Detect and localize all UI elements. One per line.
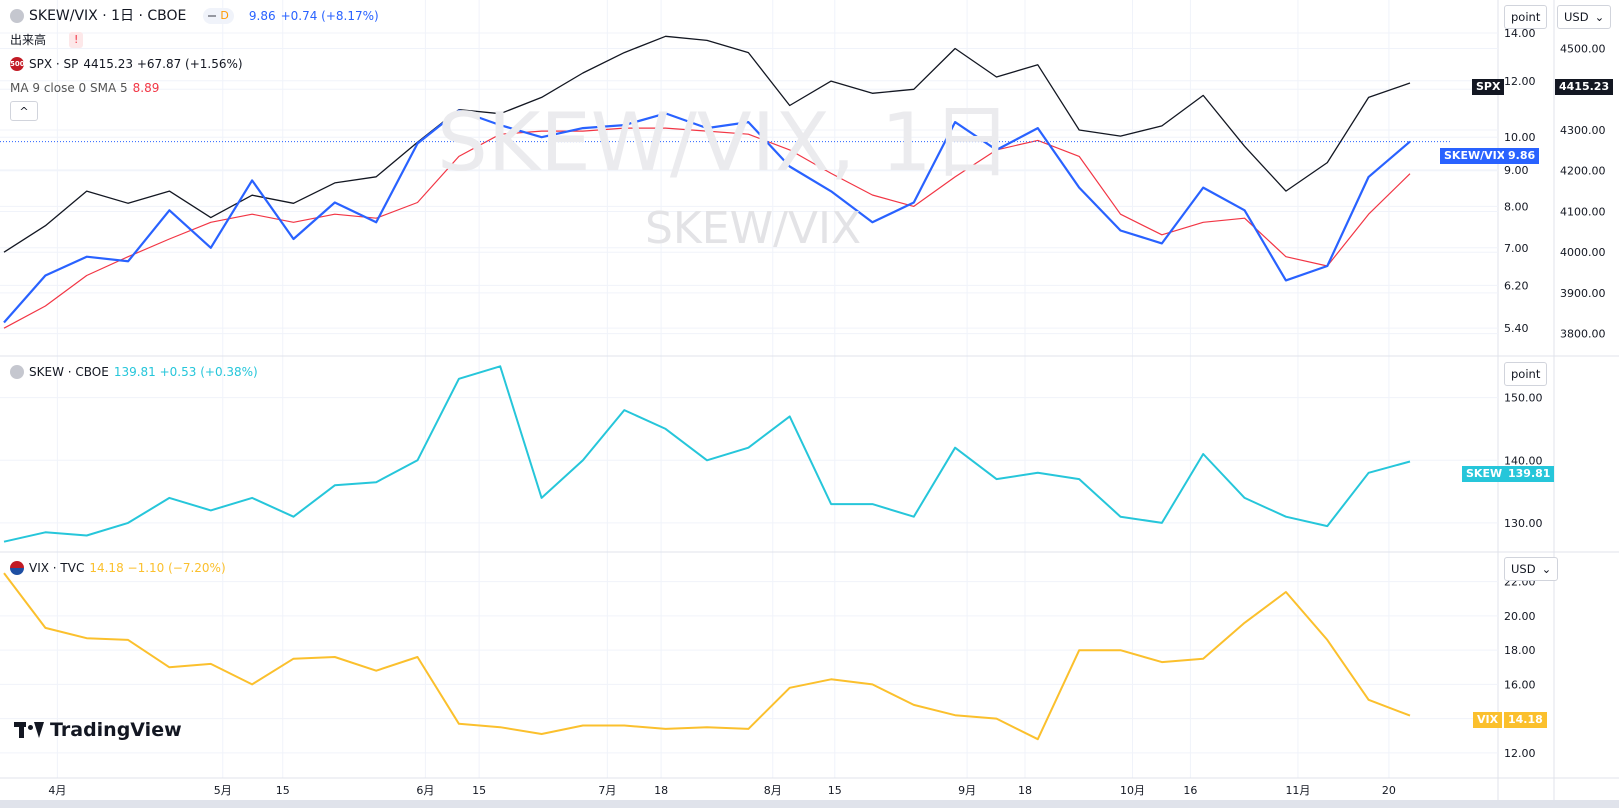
legend-vix-values: 14.18 −1.10 (−7.20%)	[89, 561, 226, 575]
pause-icon	[208, 15, 217, 17]
chevron-down-icon: ⌄	[1541, 562, 1552, 576]
price-tick-label: 18.00	[1504, 644, 1536, 657]
symbol-logo-icon	[10, 365, 24, 379]
time-tick-label: 18	[654, 784, 668, 797]
price-tick-label: 12.00	[1504, 75, 1536, 88]
price-tick-label: 4300.00	[1560, 124, 1606, 137]
price-tick-label: 3800.00	[1560, 328, 1606, 341]
chevron-down-icon: ⌄	[1594, 10, 1605, 24]
tradingview-mark-icon	[14, 722, 44, 738]
vix-value-tag: 14.18	[1504, 712, 1547, 728]
legend-main-symbol[interactable]: SKEW/VIX · 1日 · CBOE	[29, 8, 187, 24]
symbol-logo-icon	[10, 9, 24, 23]
time-tick-label: 8月	[764, 784, 782, 797]
time-tick-label: 18	[1018, 784, 1032, 797]
session-flag: D	[220, 9, 229, 22]
price-tick-label: 8.00	[1504, 200, 1529, 213]
tradingview-logo[interactable]: TradingView	[14, 719, 182, 741]
price-tick-label: 10.00	[1504, 131, 1536, 144]
price-tick-label: 140.00	[1504, 454, 1543, 467]
series-line-skew-vix[interactable]	[3, 109, 1411, 324]
price-tick-label: 9.00	[1504, 164, 1529, 177]
scale-mode-button[interactable]: point	[1504, 5, 1548, 29]
chevron-up-icon: ^	[19, 105, 29, 118]
legend-ma-label[interactable]: MA 9 close 0 SMA 5	[10, 81, 128, 95]
alert-icon[interactable]: !	[69, 32, 84, 48]
legend-vix-symbol[interactable]: VIX · TVC	[29, 561, 85, 575]
tradingview-wordmark: TradingView	[50, 719, 182, 741]
legend-main-change: +0.74 (+8.17%)	[280, 9, 379, 23]
series-line-ma-9[interactable]	[3, 127, 1411, 329]
legend-spx-values: 4415.23 +67.87 (+1.56%)	[83, 57, 243, 71]
price-tick-label: 14.00	[1504, 27, 1536, 40]
skew-name-tag: SKEW	[1462, 466, 1507, 482]
price-scales: 14.00 12.00 10.00 9.00 8.00 7.00 6.20 5.40 4500.…	[1504, 27, 1606, 760]
price-tick-label: 6.20	[1504, 279, 1529, 292]
legend-vix: VIX · TVC 14.18 −1.10 (−7.20%)	[10, 560, 226, 576]
time-tick-label: 10月	[1120, 784, 1145, 797]
legend-skew-symbol[interactable]: SKEW · CBOE	[29, 365, 109, 379]
plot-area	[0, 35, 1450, 741]
time-tick-label: 16	[1183, 784, 1197, 797]
currency-label: USD	[1511, 562, 1536, 576]
time-tick-label: 15	[276, 784, 290, 797]
vix-name-tag: VIX	[1473, 712, 1503, 728]
series-line-skew[interactable]	[3, 365, 1411, 543]
us-flag-icon	[10, 561, 24, 575]
currency-select[interactable]: USD ⌄	[1557, 5, 1612, 29]
currency-label: USD	[1564, 10, 1589, 24]
legend-ma: MA 9 close 0 SMA 5 8.89	[10, 80, 159, 96]
vix-currency-select[interactable]: USD ⌄	[1504, 557, 1559, 581]
time-tick-label: 11月	[1285, 784, 1310, 797]
price-tick-label: 4200.00	[1560, 165, 1606, 178]
ratio-name-tag: SKEW/VIX	[1440, 148, 1510, 164]
price-tick-label: 4500.00	[1560, 43, 1606, 56]
price-tick-label: 20.00	[1504, 610, 1536, 623]
skew-value-tag: 139.81	[1504, 466, 1555, 482]
price-tick-label: 5.40	[1504, 322, 1529, 335]
legend-main: SKEW/VIX · 1日 · CBOE D 9.86 +0.74 (+8.17…	[10, 8, 379, 24]
legend-main-value: 9.86	[248, 9, 276, 23]
legend-volume: 出来高 !	[10, 32, 84, 48]
legend-skew: SKEW · CBOE 139.81 +0.53 (+0.38%)	[10, 364, 258, 380]
time-tick-label: 4月	[48, 784, 66, 797]
time-tick-label: 7月	[598, 784, 616, 797]
price-tick-label: 16.00	[1504, 678, 1536, 691]
legend-ma-value: 8.89	[132, 81, 160, 95]
price-tick-label: 4100.00	[1560, 205, 1606, 218]
time-tick-label: 5月	[214, 784, 232, 797]
time-tick-label: 15	[472, 784, 486, 797]
legend-spx-symbol[interactable]: SPX · SP	[29, 57, 79, 71]
price-tick-label: 150.00	[1504, 392, 1543, 405]
legend-skew-values: 139.81 +0.53 (+0.38%)	[113, 365, 258, 379]
time-tick-label: 6月	[416, 784, 434, 797]
legend-spx: 500 SPX · SP 4415.23 +67.87 (+1.56%)	[10, 56, 243, 72]
time-tick-label: 9月	[958, 784, 976, 797]
price-tick-label: 12.00	[1504, 747, 1536, 760]
sp500-logo-icon: 500	[10, 57, 25, 71]
price-tick-label: 3900.00	[1560, 287, 1606, 300]
spx-value-tag: 4415.23	[1555, 79, 1614, 95]
legend-volume-label[interactable]: 出来高	[10, 33, 47, 47]
spx-name-tag: SPX	[1472, 79, 1505, 95]
skew-scale-mode-button[interactable]: point	[1504, 362, 1548, 386]
ratio-value-tag: 9.86	[1504, 148, 1540, 164]
time-tick-label: 15	[828, 784, 842, 797]
market-status-badge: D	[203, 8, 234, 24]
time-axis: 4月 5月 15 6月 15 7月 18 8月 15 9月 18 10月 16 11月 20	[48, 784, 1396, 797]
price-tick-label: 130.00	[1504, 517, 1543, 530]
time-tick-label: 20	[1382, 784, 1396, 797]
collapse-legend-button[interactable]: ^	[10, 101, 38, 121]
price-tick-label: 7.00	[1504, 242, 1529, 255]
price-tick-label: 4000.00	[1560, 246, 1606, 259]
